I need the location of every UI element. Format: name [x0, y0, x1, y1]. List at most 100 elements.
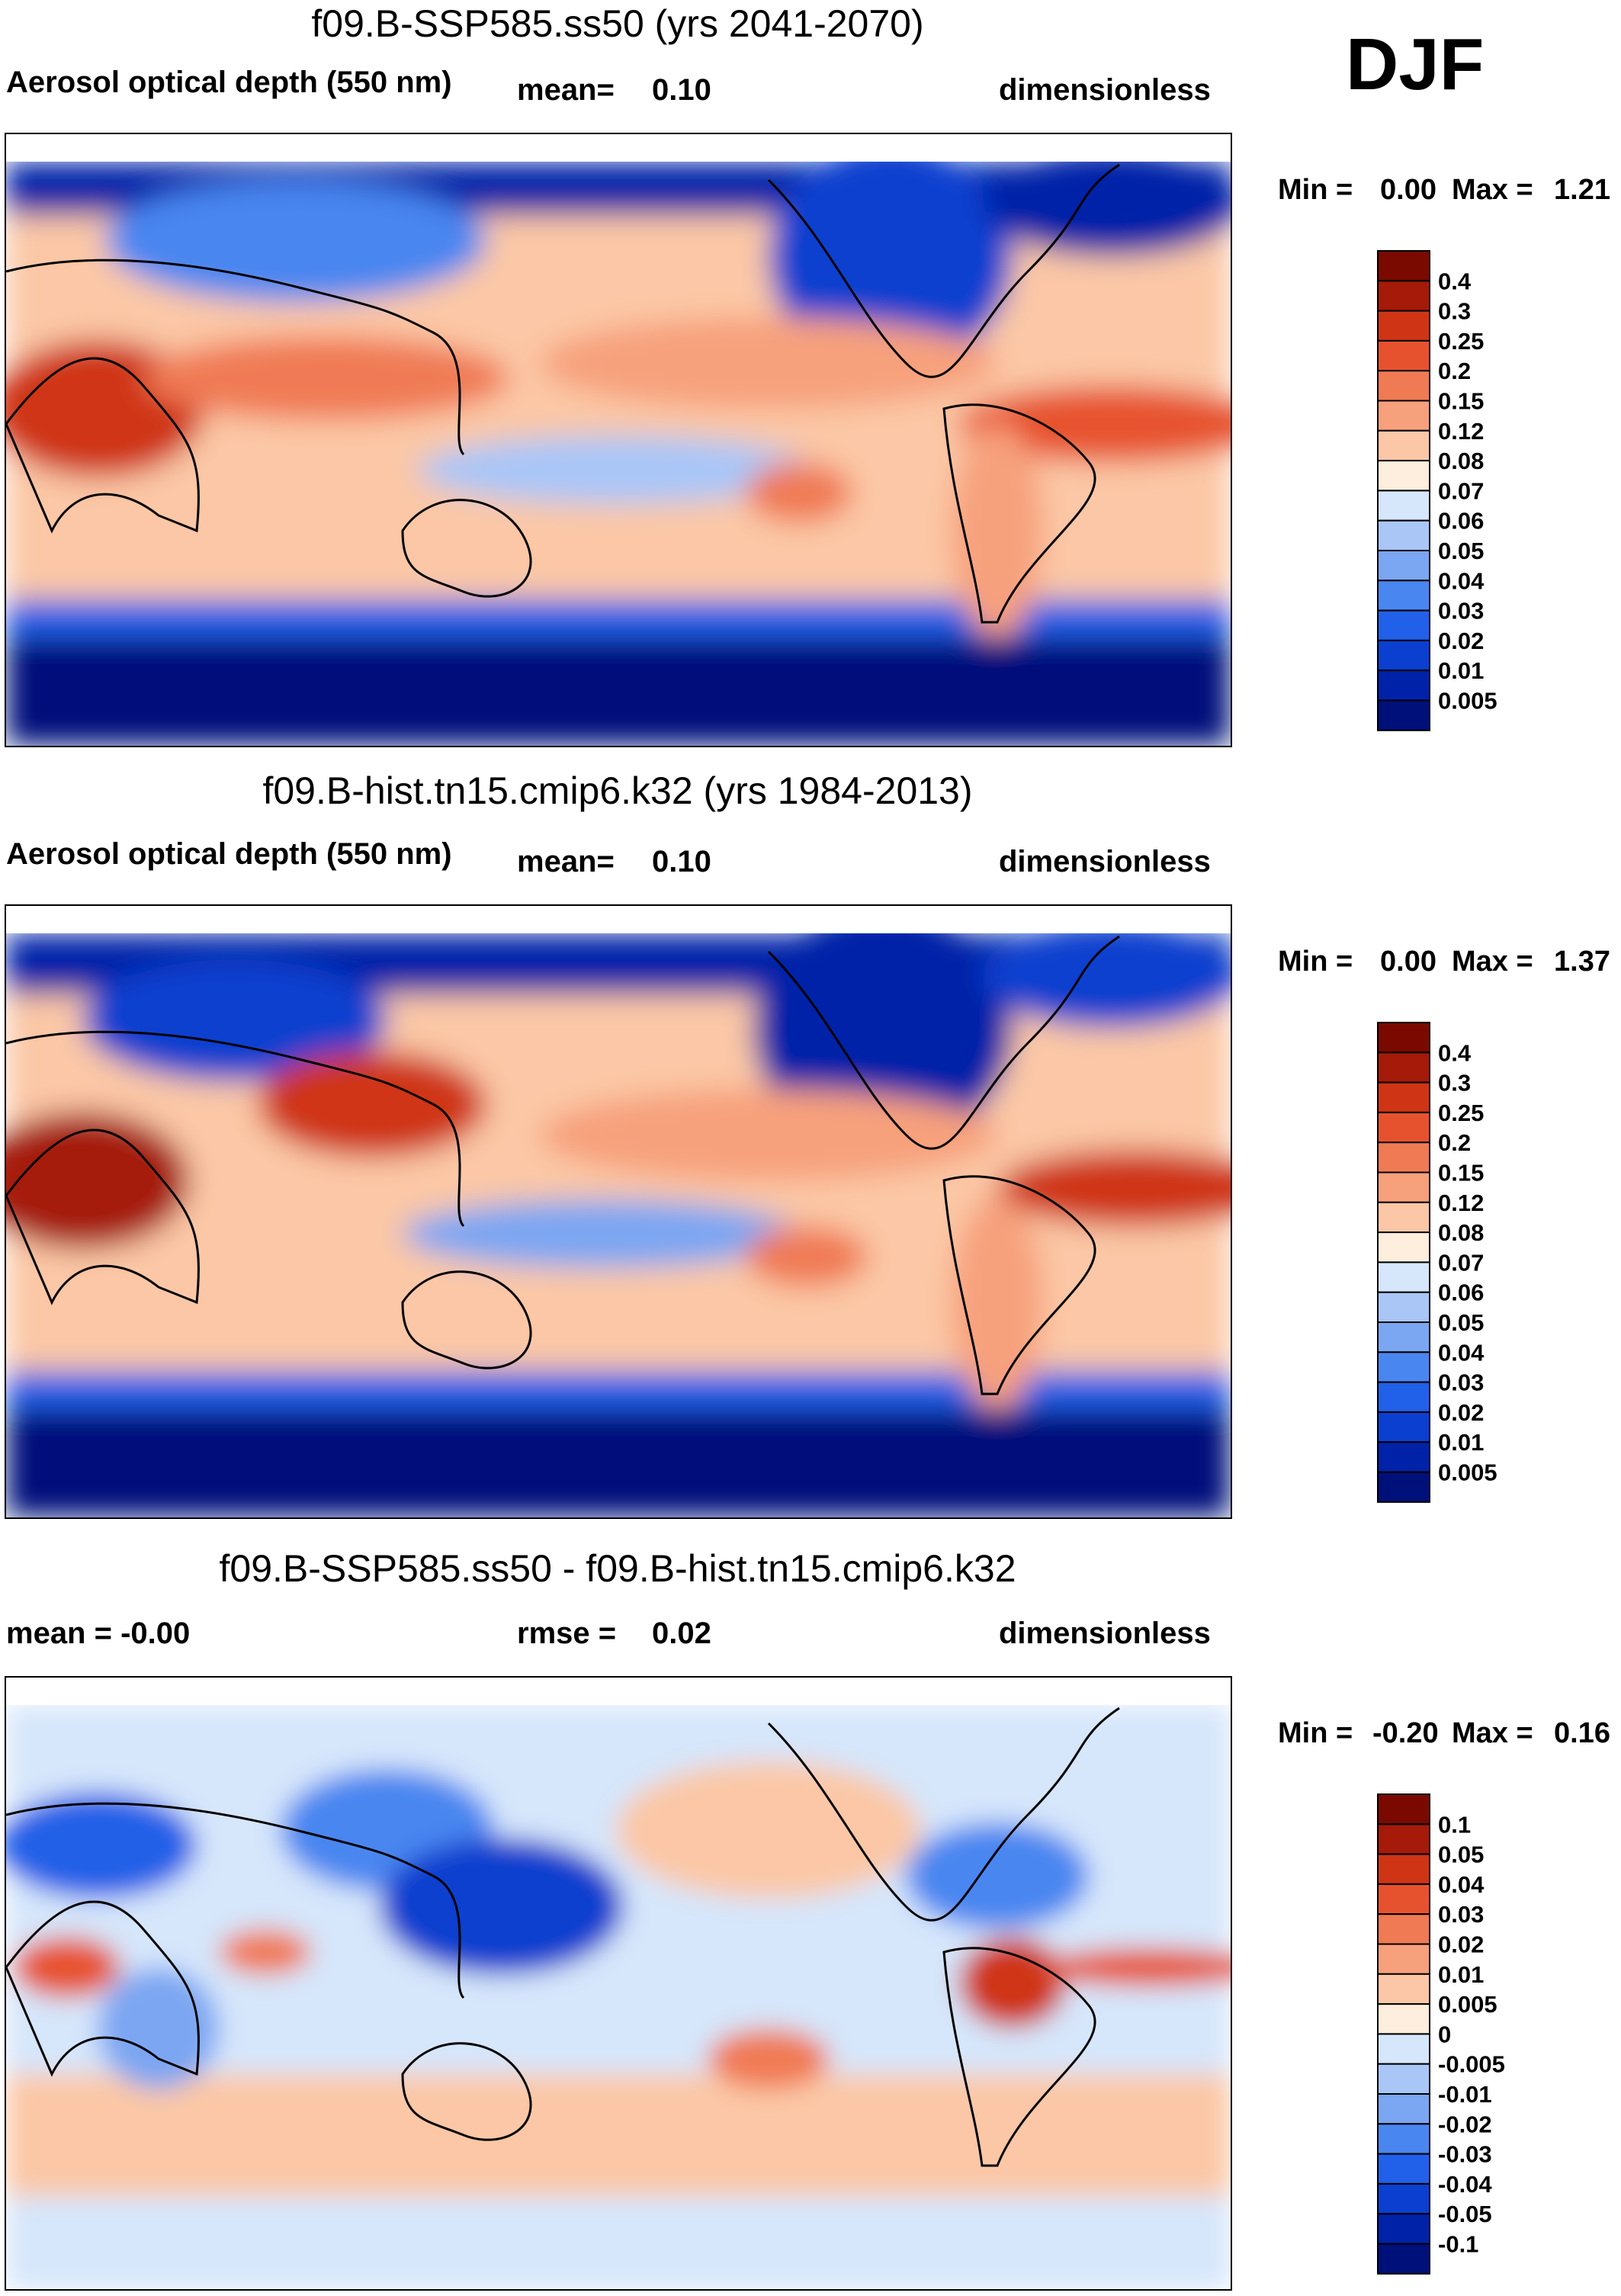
panel-2-coastline-australia: [401, 1270, 532, 1370]
panel-1-coastline-eurasia: [6, 259, 465, 456]
colorbar-tick-label: 0.25: [1438, 1100, 1484, 1126]
colorbar-box: [1377, 670, 1430, 702]
panel-1-variable-label: Aerosol optical depth (550 nm): [6, 66, 452, 99]
panel-2-mean-label: mean=: [517, 845, 615, 878]
panel-3-rmse-value: 0.02: [652, 1617, 711, 1650]
colorbar-box: [1377, 639, 1430, 672]
colorbar-tick-label: -0.005: [1438, 2051, 1505, 2078]
colorbar-tick-label: -0.04: [1438, 2171, 1492, 2198]
colorbar-tick-label: 0.3: [1438, 1070, 1471, 1097]
colorbar-tick-label: 0.08: [1438, 1219, 1484, 1246]
colorbar-tick-label: 0.03: [1438, 598, 1484, 625]
panel-1-colorbar: 0.4 0.3 0.25 0.2 0.15 0.12 0.08 0.07 0.06 0.05 0.0…: [1377, 250, 1552, 737]
colorbar-box: [1377, 1823, 1430, 1855]
panel-2-colorbar: 0.4 0.3 0.25 0.2 0.15 0.12 0.08 0.07 0.06 0.05 0.0…: [1377, 1022, 1552, 1508]
colorbar-tick-label: 0.25: [1438, 328, 1484, 355]
colorbar-box: [1377, 370, 1430, 402]
colorbar-box: [1377, 519, 1430, 552]
panel-3-coastline-australia: [401, 2042, 532, 2141]
panel-3-map-svg: [6, 1678, 1231, 2289]
colorbar-tick-label: 0.01: [1438, 1961, 1484, 1988]
colorbar-tick-label: 0.04: [1438, 1871, 1485, 1898]
colorbar-tick-label: 0.2: [1438, 358, 1471, 384]
colorbar-tick-label: -0.02: [1438, 2111, 1492, 2137]
panel-3-max-label: Max =: [1452, 1717, 1533, 1749]
colorbar-tick-label: 0.4: [1438, 268, 1472, 294]
colorbar-tick-label: 0.04: [1438, 1339, 1485, 1366]
colorbar-tick-label: 0.15: [1438, 1160, 1484, 1187]
colorbar-box: [1377, 2003, 1430, 2035]
colorbar-box: [1377, 1411, 1430, 1443]
colorbar-box: [1377, 699, 1430, 731]
colorbar-tick-label: 0.04: [1438, 567, 1485, 594]
colorbar-box: [1377, 2093, 1430, 2125]
colorbar-box: [1377, 2123, 1430, 2155]
colorbar-svg: 0.4 0.3 0.25 0.2 0.15 0.12 0.08 0.07 0.06 0.05 0.0…: [1377, 1022, 1497, 1503]
colorbar-box: [1377, 429, 1430, 462]
colorbar-tick-label: 0.3: [1438, 298, 1471, 325]
colorbar-box: [1377, 310, 1430, 342]
panel-1-max-value: 1.21: [1554, 174, 1610, 206]
colorbar-tick-label: 0.02: [1438, 1932, 1484, 1958]
colorbar-box: [1377, 280, 1430, 312]
colorbar-box: [1377, 1261, 1430, 1293]
colorbar-box: [1377, 1171, 1430, 1203]
panel-3-coastline-north-america: [767, 1707, 1120, 1922]
colorbar-box: [1377, 460, 1430, 492]
panel-1-mean-label: mean=: [517, 73, 615, 107]
colorbar-tick-label: 0: [1438, 2021, 1451, 2047]
colorbar-box: [1377, 609, 1430, 641]
colorbar-tick-label: 0.12: [1438, 1190, 1484, 1216]
colorbar-box: [1377, 1853, 1430, 1885]
colorbar-box: [1377, 2182, 1430, 2215]
colorbar-tick-label: 0.2: [1438, 1129, 1471, 1156]
colorbar-box: [1377, 1793, 1430, 1826]
colorbar-box: [1377, 1943, 1430, 1975]
panel-1-mean-value: 0.10: [652, 73, 711, 107]
panel-2-coastline-south-america: [942, 1175, 1096, 1395]
panel-1-max-label: Max =: [1452, 174, 1533, 206]
panel-3-min-value: -0.20: [1372, 1717, 1439, 1749]
panel-3-rmse-label: rmse =: [517, 1617, 617, 1650]
colorbar-box: [1377, 2153, 1430, 2185]
panel-3-coastline-south-america: [942, 1947, 1096, 2167]
colorbar-tick-label: 0.02: [1438, 1399, 1484, 1426]
colorbar-box: [1377, 2243, 1430, 2275]
colorbar-box: [1377, 1883, 1430, 1915]
colorbar-tick-label: 0.07: [1438, 1249, 1484, 1276]
colorbar-box: [1377, 1291, 1430, 1324]
panel-2-map: [5, 904, 1232, 1519]
panel-1-coastline-australia: [401, 499, 532, 598]
colorbar-box: [1377, 1081, 1430, 1113]
panel-2-title: f09.B-hist.tn15.cmip6.k32 (yrs 1984-2013…: [262, 769, 973, 812]
panel-3-mean-label: mean = -0.00: [6, 1617, 191, 1650]
panel-1-coastline-north-america: [767, 163, 1120, 378]
colorbar-tick-label: -0.1: [1438, 2231, 1478, 2258]
colorbar-box: [1377, 1913, 1430, 1945]
colorbar-box: [1377, 1231, 1430, 1264]
panel-1-map: [5, 133, 1232, 747]
colorbar-box: [1377, 2213, 1430, 2245]
colorbar-box: [1377, 2063, 1430, 2095]
colorbar-tick-label: 0.01: [1438, 657, 1484, 684]
panel-1-map-svg: [6, 134, 1231, 746]
colorbar-tick-label: 0.005: [1438, 688, 1497, 714]
colorbar-svg: 0.4 0.3 0.25 0.2 0.15 0.12 0.08 0.07 0.06 0.05 0.0…: [1377, 250, 1497, 731]
colorbar-tick-label: 0.08: [1438, 448, 1484, 474]
colorbar-box: [1377, 1471, 1430, 1503]
colorbar-box: [1377, 1052, 1430, 1084]
colorbar-box: [1377, 1142, 1430, 1174]
colorbar-tick-label: 0.02: [1438, 628, 1484, 654]
colorbar-tick-label: 0.4: [1438, 1039, 1472, 1066]
panel-3-min-label: Min =: [1278, 1717, 1353, 1749]
colorbar-box: [1377, 1201, 1430, 1234]
colorbar-tick-label: 0.03: [1438, 1901, 1484, 1928]
colorbar-tick-label: -0.03: [1438, 2141, 1492, 2168]
colorbar-tick-label: 0.005: [1438, 1991, 1497, 2018]
panel-1-min-value: 0.00: [1380, 174, 1436, 206]
colorbar-box: [1377, 490, 1430, 522]
colorbar-box: [1377, 400, 1430, 432]
panel-1-min-label: Min =: [1278, 174, 1353, 206]
panel-3-map: [5, 1676, 1232, 2291]
colorbar-tick-label: -0.01: [1438, 2081, 1492, 2108]
